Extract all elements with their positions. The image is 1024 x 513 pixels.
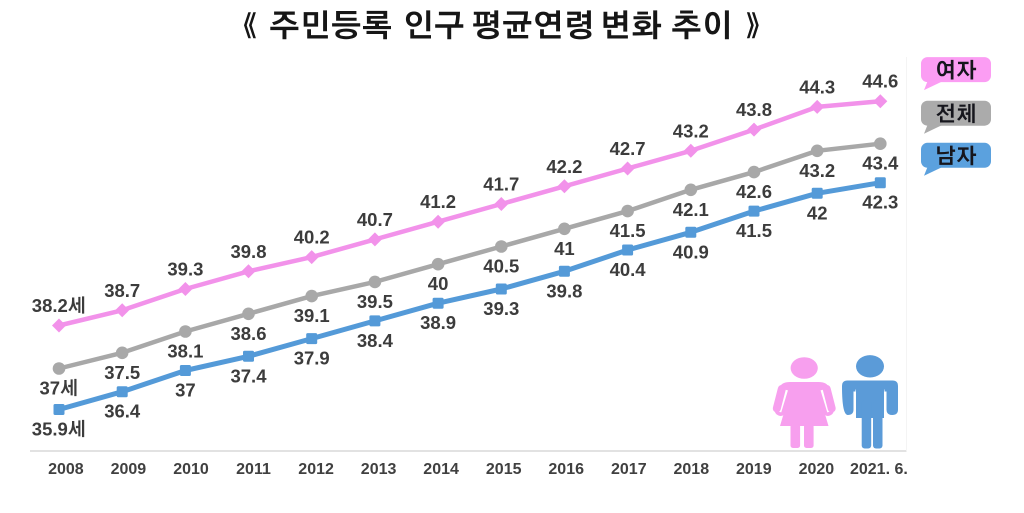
- svg-text:2021. 6.: 2021. 6.: [850, 461, 908, 478]
- svg-text:2020: 2020: [799, 461, 835, 478]
- svg-text:37: 37: [175, 380, 196, 401]
- svg-text:42.7: 42.7: [610, 138, 646, 159]
- svg-text:41.5: 41.5: [610, 220, 646, 241]
- svg-text:36.4: 36.4: [104, 401, 141, 422]
- svg-text:42.6: 42.6: [736, 181, 772, 202]
- svg-text:40.5: 40.5: [483, 256, 519, 277]
- svg-text:38.4: 38.4: [357, 330, 394, 351]
- svg-text:40.4: 40.4: [610, 259, 647, 280]
- svg-text:40: 40: [428, 273, 449, 294]
- svg-text:2014: 2014: [423, 461, 459, 478]
- svg-text:43.2: 43.2: [799, 160, 835, 181]
- svg-text:40.7: 40.7: [357, 209, 393, 230]
- svg-text:2019: 2019: [736, 461, 772, 478]
- svg-text:2008: 2008: [48, 461, 84, 478]
- svg-text:2018: 2018: [674, 461, 710, 478]
- svg-text:39.8: 39.8: [230, 241, 266, 262]
- svg-text:41.2: 41.2: [420, 191, 456, 212]
- svg-text:39.3: 39.3: [167, 259, 203, 280]
- svg-text:38.7: 38.7: [104, 280, 140, 301]
- svg-text:43.2: 43.2: [673, 120, 709, 141]
- svg-text:37.5: 37.5: [104, 362, 140, 383]
- svg-text:42.1: 42.1: [673, 199, 709, 220]
- svg-text:42: 42: [807, 202, 828, 223]
- svg-text:41.5: 41.5: [736, 220, 772, 241]
- svg-text:2017: 2017: [611, 461, 647, 478]
- svg-text:39.5: 39.5: [357, 291, 393, 312]
- svg-text:42.2: 42.2: [546, 156, 582, 177]
- svg-text:2015: 2015: [486, 461, 522, 478]
- svg-text:2016: 2016: [548, 461, 584, 478]
- svg-text:42.3: 42.3: [862, 192, 898, 213]
- svg-text:38.2: 38.2: [32, 295, 68, 316]
- svg-text:2012: 2012: [298, 461, 334, 478]
- svg-text:38.6: 38.6: [230, 323, 266, 344]
- svg-text:43.4: 43.4: [862, 153, 899, 174]
- svg-text:44.3: 44.3: [799, 76, 835, 97]
- svg-text:43.8: 43.8: [736, 99, 772, 120]
- svg-text:38.1: 38.1: [167, 341, 203, 362]
- svg-text:41.7: 41.7: [483, 174, 519, 195]
- svg-text:35.9: 35.9: [32, 419, 68, 440]
- svg-text:44.6: 44.6: [862, 71, 898, 92]
- svg-text:2011: 2011: [236, 461, 271, 478]
- svg-text:37: 37: [40, 378, 61, 399]
- svg-text:40.9: 40.9: [673, 241, 709, 262]
- svg-text:39.8: 39.8: [546, 280, 582, 301]
- svg-text:2010: 2010: [173, 461, 209, 478]
- svg-text:2013: 2013: [361, 461, 397, 478]
- svg-text:37.9: 37.9: [294, 348, 330, 369]
- svg-text:40.2: 40.2: [294, 227, 330, 248]
- svg-text:39.3: 39.3: [483, 298, 519, 319]
- svg-text:39.1: 39.1: [294, 305, 330, 326]
- svg-text:38.9: 38.9: [420, 312, 456, 333]
- svg-text:37.4: 37.4: [230, 365, 267, 386]
- svg-text:41: 41: [554, 238, 575, 259]
- svg-text:2009: 2009: [111, 461, 147, 478]
